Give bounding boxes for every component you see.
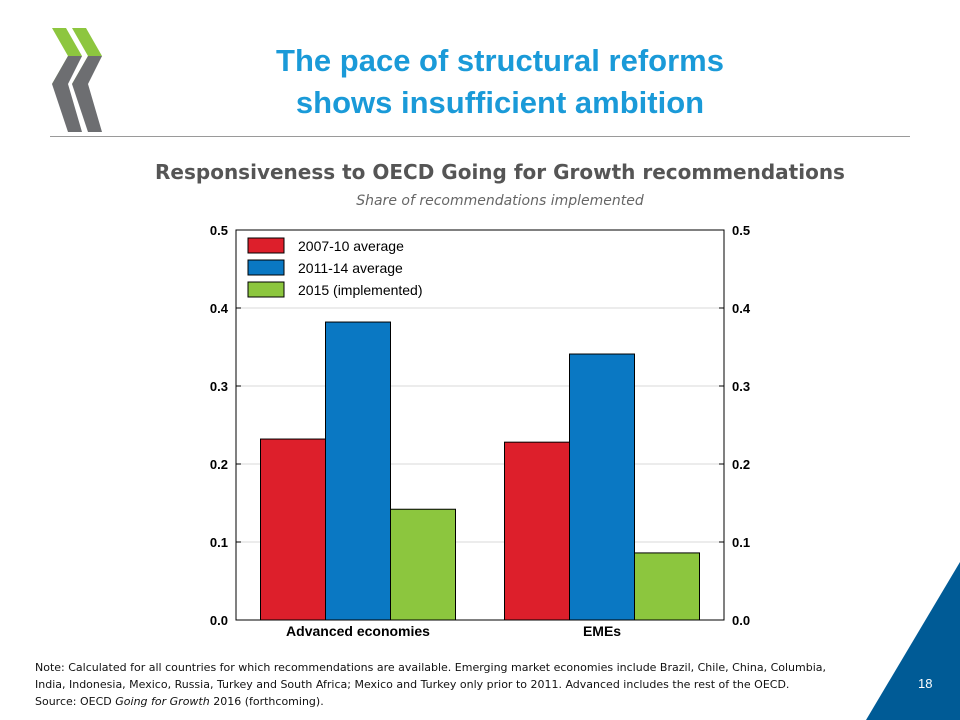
legend-swatch	[247, 259, 285, 276]
bar	[390, 508, 456, 621]
legend-label: 2011-14 average	[298, 260, 403, 276]
footnote: Note: Calculated for all countries for w…	[35, 659, 895, 710]
logo-gray-chevron-2	[72, 56, 102, 132]
y-tick-label-right: 0.5	[732, 223, 750, 238]
legend-label: 2007-10 average	[298, 238, 404, 254]
y-tick-label-left: 0.3	[210, 379, 228, 394]
page-number: 18	[918, 676, 933, 691]
legend-swatch	[247, 237, 285, 254]
logo-gray-chevron-1	[52, 56, 82, 132]
y-tick-label-right: 0.3	[732, 379, 750, 394]
source-label: Source:	[35, 695, 77, 708]
y-tick-label-right: 0.4	[732, 301, 751, 316]
y-tick-label-left: 0.1	[210, 535, 228, 550]
bar	[569, 353, 635, 621]
bar	[260, 438, 326, 621]
title-divider	[50, 136, 910, 137]
y-tick-label-left: 0.5	[210, 223, 228, 238]
slide-title-line-1: The pace of structural reforms	[276, 43, 724, 78]
slide-title-line-2: shows insufficient ambition	[295, 85, 705, 120]
bar	[325, 321, 391, 621]
bar	[634, 552, 700, 621]
chart-title: Responsiveness to OECD Going for Growth …	[155, 160, 845, 184]
source-post: 2016 (forthcoming).	[209, 695, 324, 708]
oecd-logo	[52, 28, 102, 132]
bar	[504, 441, 570, 621]
corner-triangle	[866, 562, 960, 720]
y-tick-label-left: 0.2	[210, 457, 228, 472]
note-label: Note:	[35, 661, 65, 674]
x-category-label: EMEs	[583, 623, 621, 639]
note-text-1: Calculated for all countries for which r…	[64, 661, 826, 674]
axis-ticks: 0.0 0.0 0.1 0.1 0.2 0.2 0.3 0.3 0.4 0.4 0.5 0.5 Adva…	[210, 223, 751, 639]
footnote-source: Source: OECD Going for Growth 2016 (fort…	[35, 693, 895, 710]
source-pre: OECD	[76, 695, 116, 708]
y-tick-label-right: 0.1	[732, 535, 750, 550]
y-tick-label-left: 0.4	[210, 301, 229, 316]
bars	[260, 321, 700, 621]
y-tick-label-right: 0.0	[732, 613, 750, 628]
legend: 2007-10 average 2011-14 average 2015 (impl…	[247, 237, 423, 298]
y-tick-label-right: 0.2	[732, 457, 750, 472]
y-tick-label-left: 0.0	[210, 613, 228, 628]
legend-label: 2015 (implemented)	[298, 282, 423, 298]
footnote-line-1: Note: Calculated for all countries for w…	[35, 659, 895, 676]
slide-title: The pace of structural reforms shows ins…	[180, 40, 820, 124]
source-publication: Going for Growth	[115, 695, 210, 708]
chart-subtitle: Share of recommendations implemented	[356, 193, 644, 209]
footnote-line-2: India, Indonesia, Mexico, Russia, Turkey…	[35, 678, 790, 691]
plot-frame	[235, 229, 725, 621]
legend-swatch	[247, 281, 285, 298]
x-category-label: Advanced economies	[286, 623, 430, 639]
